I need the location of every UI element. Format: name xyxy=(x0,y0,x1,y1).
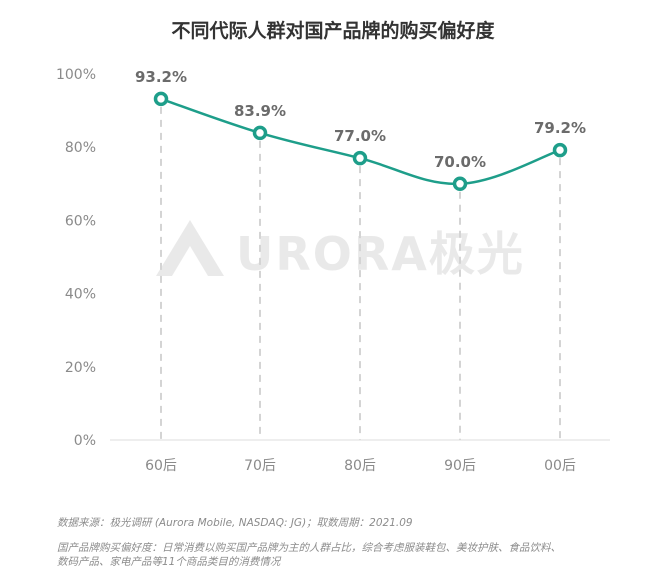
data-points xyxy=(153,91,568,192)
y-tick-label: 40% xyxy=(65,287,96,303)
data-label: 83.9% xyxy=(234,102,286,120)
y-tick-label: 20% xyxy=(65,360,96,376)
data-label: 77.0% xyxy=(334,127,386,145)
watermark-logo: URORA极光 xyxy=(150,212,530,282)
chart-title: 不同代际人群对国产品牌的购买偏好度 xyxy=(171,20,495,42)
x-tick-label: 70后 xyxy=(244,458,276,474)
data-point xyxy=(452,176,468,192)
y-tick-label: 80% xyxy=(65,140,96,156)
x-tick-label: 00后 xyxy=(544,458,576,474)
y-axis-labels: 0% 20% 40% 60% 80% 100% xyxy=(56,67,96,449)
data-label: 70.0% xyxy=(434,153,486,171)
x-axis-labels: 60后 70后 80后 90后 00后 xyxy=(145,458,576,474)
y-tick-label: 100% xyxy=(56,67,96,83)
aurora-logo-icon xyxy=(156,220,224,276)
footnote-definition-cont: 数码产品、家电产品等11个商品类目的消费情况 xyxy=(57,556,281,568)
data-label: 79.2% xyxy=(534,119,586,137)
y-tick-label: 0% xyxy=(74,433,96,449)
footnote-source: 数据来源：极光调研 (Aurora Mobile, NASDAQ: JG)；取数… xyxy=(57,517,413,529)
data-label: 93.2% xyxy=(135,68,187,86)
y-tick-label: 60% xyxy=(65,213,96,229)
data-labels: 93.2% 83.9% 77.0% 70.0% 79.2% xyxy=(135,68,586,171)
vertical-droplines xyxy=(160,106,561,440)
x-tick-label: 90后 xyxy=(444,458,476,474)
data-point xyxy=(252,125,268,141)
x-tick-label: 80后 xyxy=(344,458,376,474)
x-tick-label: 60后 xyxy=(145,458,177,474)
data-point xyxy=(552,142,568,158)
data-point xyxy=(352,150,368,166)
footnote-definition: 国产品牌购买偏好度：日常消费以购买国产品牌为主的人群占比，综合考虑服装鞋包、美妆… xyxy=(57,542,561,554)
watermark-text: URORA极光 xyxy=(236,227,525,281)
data-point xyxy=(153,91,169,107)
